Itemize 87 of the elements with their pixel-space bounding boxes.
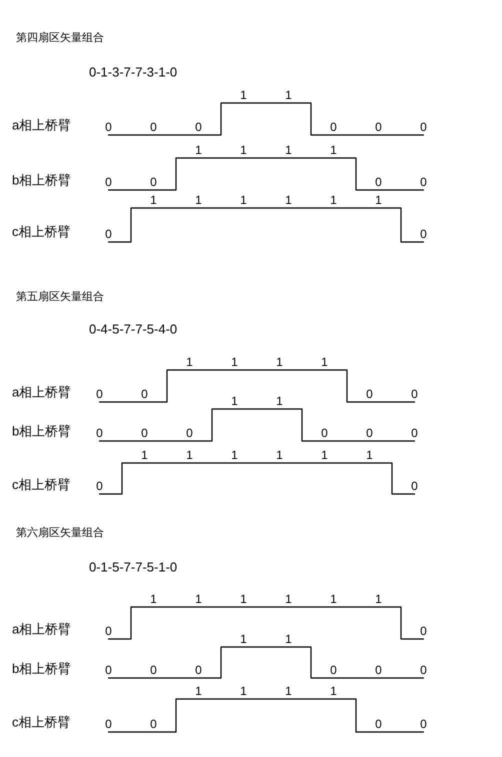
data-label: 0 [411, 386, 418, 401]
data-label: 1 [330, 592, 338, 606]
data-label: 0 [195, 120, 202, 134]
data-label: 1 [240, 592, 248, 606]
chart-subtitle: 0-4-5-7-7-5-4-0 [89, 322, 178, 337]
data-label: 1 [195, 592, 202, 606]
data-label: 1 [231, 394, 238, 408]
text: b相上桥臂 [12, 424, 72, 439]
data-label: 1 [285, 192, 292, 207]
data-label: 1 [321, 354, 328, 369]
data-label: 1 [240, 192, 248, 207]
data-label: 0 [141, 386, 148, 401]
data-label: 0 [375, 120, 382, 134]
data-label: 1 [231, 448, 238, 462]
data-label: 0 [150, 716, 158, 731]
data-label: 0 [105, 226, 112, 241]
data-label: 1 [285, 88, 292, 102]
data-label: 0 [186, 426, 194, 440]
data-label: 0 [150, 174, 158, 189]
data-label: 1 [150, 592, 158, 606]
data-label: 1 [276, 448, 284, 462]
data-label: 1 [141, 448, 148, 462]
data-label: 1 [285, 142, 292, 157]
data-label: 0 [105, 662, 112, 677]
data-label: 0 [105, 120, 112, 134]
data-label: 0 [420, 662, 428, 677]
data-label: 0 [150, 662, 158, 677]
data-label: 1 [276, 354, 284, 369]
data-label: 1 [285, 592, 292, 606]
data-label: 1 [285, 684, 292, 698]
text: a相上桥臂 [12, 622, 72, 637]
text: c相上桥臂 [12, 224, 70, 240]
data-label: 1 [330, 142, 338, 157]
data-label: 0 [411, 426, 418, 440]
data-label: 0 [105, 174, 112, 189]
text: b相上桥臂 [12, 660, 72, 676]
data-label: 1 [240, 142, 248, 157]
data-label: 0 [330, 120, 338, 134]
text: c相上桥臂 [12, 714, 70, 730]
data-label: 0 [96, 478, 104, 493]
data-label: 0 [411, 478, 418, 493]
data-label: 1 [321, 448, 328, 462]
data-label: 1 [330, 192, 338, 207]
data-label: 1 [150, 192, 158, 207]
data-label: 0 [105, 716, 112, 731]
chart-subtitle: 0-1-5-7-7-5-1-0 [89, 560, 178, 575]
data-label: 1 [186, 354, 194, 369]
data-label: 0 [366, 426, 374, 440]
data-label: 0 [375, 174, 382, 189]
text: c相上桥臂 [12, 476, 70, 492]
data-label: 0 [330, 662, 338, 677]
data-label: 0 [195, 662, 202, 677]
data-label: 0 [420, 120, 428, 134]
data-label: 0 [375, 662, 382, 677]
data-label: 1 [231, 354, 238, 369]
data-label: 1 [375, 192, 382, 207]
data-label: 0 [420, 624, 428, 638]
chart-subtitle: 0-1-3-7-7-3-1-0 [89, 64, 178, 80]
data-label: 0 [420, 226, 428, 241]
chart-title: 第四扇区矢量组合 [16, 31, 104, 44]
data-label: 0 [321, 426, 328, 440]
data-label: 0 [420, 716, 428, 731]
text: a相上桥臂 [12, 118, 72, 133]
data-label: 1 [240, 632, 248, 646]
data-label: 1 [195, 142, 202, 157]
data-label: 1 [330, 684, 338, 698]
text: a相上桥臂 [12, 384, 72, 400]
data-label: 1 [276, 394, 284, 408]
data-label: 1 [366, 448, 374, 462]
data-label: 0 [150, 120, 158, 134]
chart-title: 第六扇区矢量组合 [16, 526, 104, 540]
text: b相上桥臂 [12, 172, 72, 188]
data-label: 0 [105, 624, 112, 638]
data-label: 1 [186, 448, 194, 462]
data-label: 0 [96, 426, 104, 440]
data-label: 1 [240, 88, 248, 102]
data-label: 0 [420, 174, 428, 189]
data-label: 1 [195, 192, 202, 207]
data-label: 0 [141, 426, 148, 440]
data-label: 0 [96, 386, 104, 401]
chart-title: 第五扇区矢量组合 [16, 290, 104, 304]
data-label: 1 [285, 632, 292, 646]
data-label: 1 [195, 684, 202, 698]
data-label: 1 [240, 684, 248, 698]
data-label: 0 [366, 386, 374, 401]
data-label: 1 [375, 592, 382, 606]
data-label: 0 [375, 716, 382, 731]
